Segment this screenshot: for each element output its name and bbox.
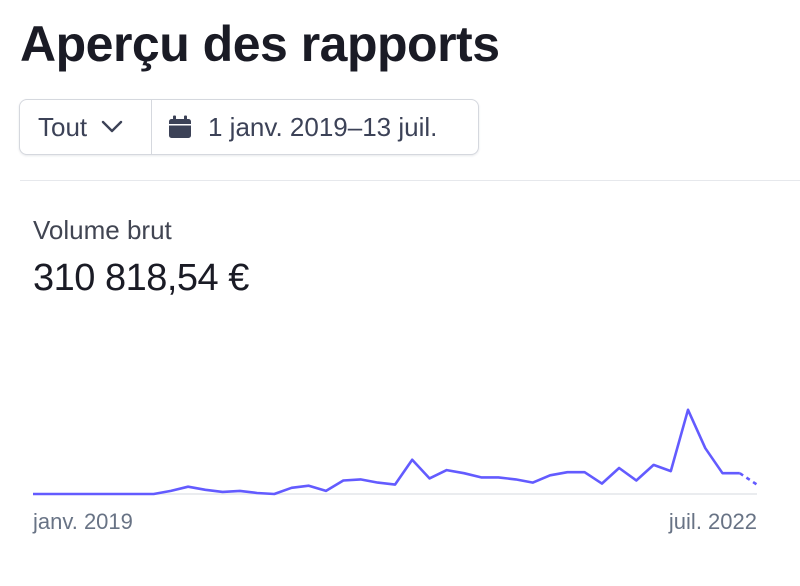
chevron-down-icon — [101, 120, 123, 133]
date-range-label: 1 janv. 2019–13 juil. — [208, 111, 438, 142]
scope-dropdown[interactable]: Tout — [20, 100, 152, 154]
filter-bar: Tout 1 janv. 2019–13 juil. — [19, 99, 479, 155]
series-line-forecast — [739, 472, 758, 486]
section-divider — [20, 180, 800, 181]
page-title: Aperçu des rapports — [20, 16, 500, 72]
scope-dropdown-value: Tout — [38, 111, 88, 142]
x-tick-label-start: janv. 2019 — [32, 509, 133, 534]
metric-label: Volume brut — [33, 215, 172, 245]
series-line — [33, 408, 740, 496]
date-range-picker[interactable]: 1 janv. 2019–13 juil. — [152, 100, 478, 154]
metric-value: 310 818,54 € — [33, 257, 249, 299]
x-tick-label-end: juil. 2022 — [668, 509, 757, 534]
gross-volume-chart: janv. 2019 juil. 2022 — [32, 408, 758, 534]
calendar-icon — [169, 115, 191, 138]
